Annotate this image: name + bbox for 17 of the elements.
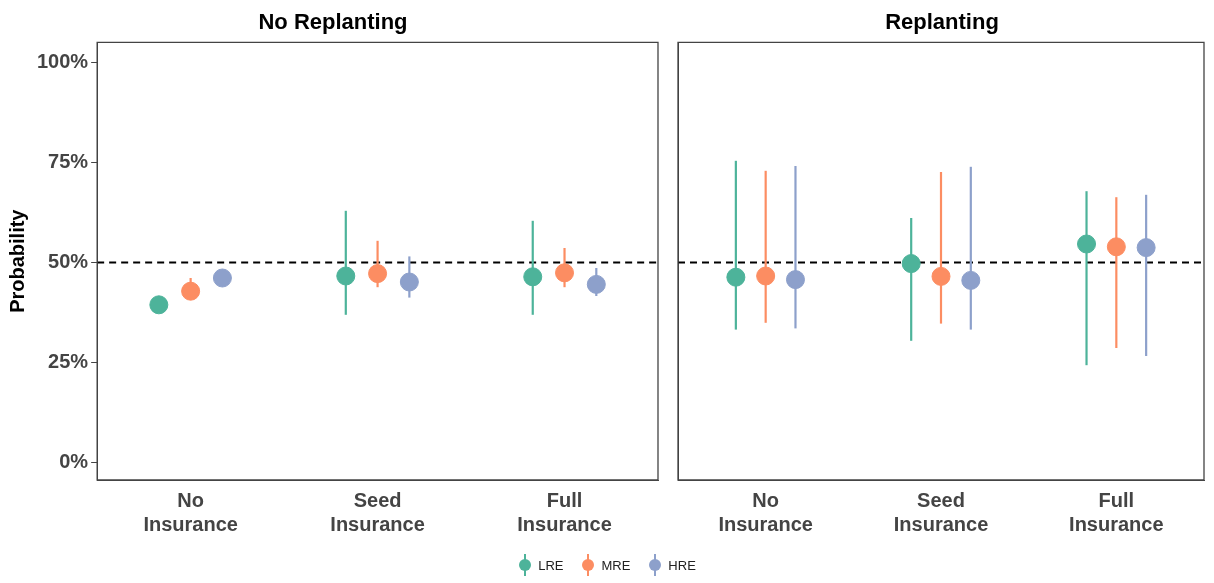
legend-label: HRE bbox=[668, 557, 696, 573]
x-tick-label: No Insurance bbox=[718, 488, 813, 535]
y-tick-label: 0% bbox=[59, 449, 89, 472]
legend-label: LRE bbox=[538, 557, 564, 573]
y-axis-title: Probability bbox=[5, 208, 28, 313]
x-tick-label: No Insurance bbox=[143, 488, 238, 535]
x-tick-label: Seed Insurance bbox=[893, 488, 989, 535]
x-tick-label: Full Insurance bbox=[1069, 488, 1164, 535]
y-tick-label: 100% bbox=[37, 49, 89, 72]
y-tick-label: 75% bbox=[48, 149, 89, 172]
chart-title: No Replanting bbox=[258, 9, 408, 35]
x-tick-label: Full Insurance bbox=[517, 488, 612, 535]
chart-title: Replanting bbox=[885, 9, 999, 35]
y-tick-label: 50% bbox=[48, 249, 89, 272]
legend-label: MRE bbox=[601, 557, 631, 573]
y-tick-label: 25% bbox=[48, 349, 89, 372]
x-tick-label: Seed Insurance bbox=[330, 488, 425, 535]
